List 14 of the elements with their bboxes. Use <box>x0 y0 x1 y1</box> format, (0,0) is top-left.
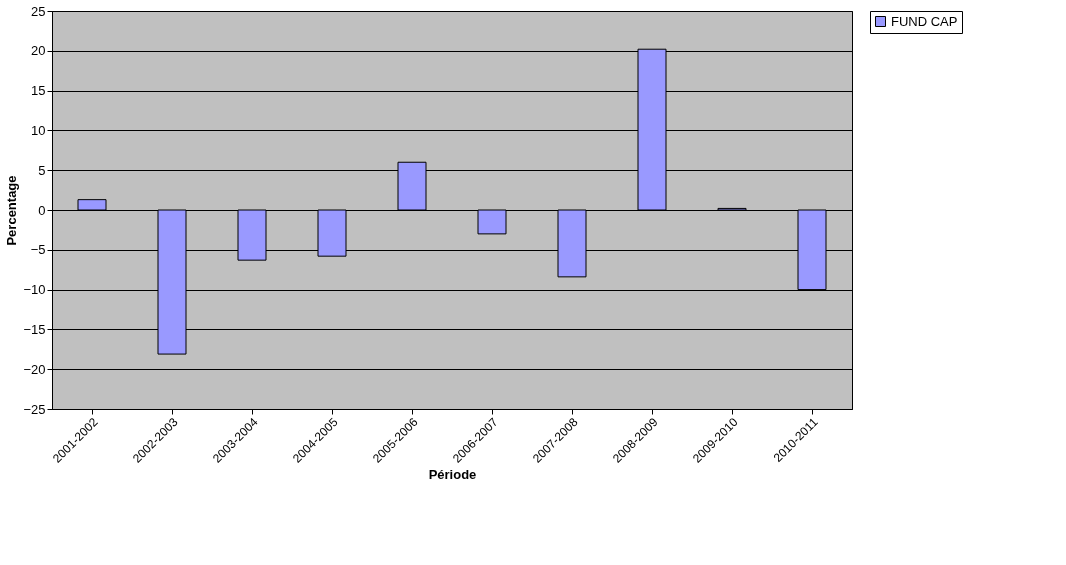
y-axis-title: Percentage <box>4 175 20 246</box>
y-tick-label: 5 <box>38 162 46 178</box>
y-tick-label: −25 <box>23 401 46 417</box>
y-tick-label: 0 <box>38 202 46 218</box>
y-tick-label: 25 <box>31 3 46 19</box>
y-tick-label: −5 <box>30 242 46 258</box>
y-tick-label: −15 <box>23 321 46 337</box>
y-tick-label: 15 <box>31 83 46 99</box>
x-axis-title: Période <box>428 466 477 482</box>
y-tick-label: −10 <box>23 282 46 298</box>
y-tick-label: 10 <box>31 122 46 138</box>
legend-label: FUND CAP <box>891 13 958 29</box>
y-tick-label: −20 <box>23 361 46 377</box>
y-tick-label: 20 <box>31 43 46 59</box>
